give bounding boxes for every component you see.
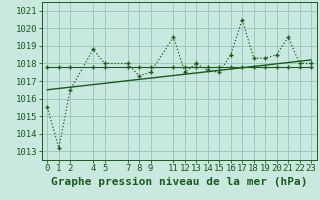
X-axis label: Graphe pression niveau de la mer (hPa): Graphe pression niveau de la mer (hPa) (51, 177, 308, 187)
